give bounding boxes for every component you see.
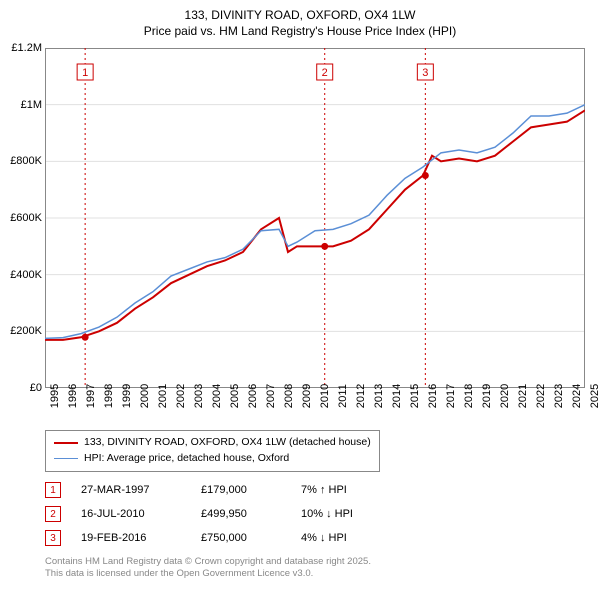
legend-item: 133, DIVINITY ROAD, OXFORD, OX4 1LW (det…	[54, 435, 371, 451]
x-tick-label: 2007	[265, 384, 277, 408]
x-tick-label: 2022	[535, 384, 547, 408]
x-tick-label: 2008	[283, 384, 295, 408]
x-tick-label: 2005	[229, 384, 241, 408]
line-chart: 1 2 3	[45, 48, 585, 388]
svg-text:3: 3	[422, 67, 428, 79]
svg-text:2: 2	[322, 67, 328, 79]
x-tick-label: 2011	[337, 384, 349, 408]
y-tick-label: £0	[30, 382, 42, 394]
sale-marker-box: 3	[45, 530, 61, 546]
x-tick-label: 2000	[139, 384, 151, 408]
sale-row: 2 16-JUL-2010 £499,950 10% ↓ HPI	[45, 502, 401, 526]
y-tick-label: £200K	[10, 325, 42, 337]
sale-row: 3 19-FEB-2016 £750,000 4% ↓ HPI	[45, 526, 401, 550]
sale-marker-box: 2	[45, 506, 61, 522]
x-tick-label: 2023	[553, 384, 565, 408]
sale-diff: 7% ↑ HPI	[301, 484, 401, 496]
sale-price: £750,000	[201, 532, 281, 544]
chart-title: 133, DIVINITY ROAD, OXFORD, OX4 1LW Pric…	[0, 0, 600, 39]
y-tick-label: £1.2M	[11, 42, 42, 54]
x-tick-label: 2010	[319, 384, 331, 408]
title-line-1: 133, DIVINITY ROAD, OXFORD, OX4 1LW	[0, 8, 600, 24]
y-tick-label: £800K	[10, 155, 42, 167]
y-tick-label: £1M	[21, 99, 42, 111]
x-tick-label: 1998	[103, 384, 115, 408]
x-tick-label: 2002	[175, 384, 187, 408]
sale-marker-box: 1	[45, 482, 61, 498]
sale-price: £499,950	[201, 508, 281, 520]
chart-svg: 1 2 3	[45, 48, 585, 388]
x-tick-label: 2013	[373, 384, 385, 408]
sale-row: 1 27-MAR-1997 £179,000 7% ↑ HPI	[45, 478, 401, 502]
x-tick-label: 2004	[211, 384, 223, 408]
x-tick-label: 2006	[247, 384, 259, 408]
sale-diff: 4% ↓ HPI	[301, 532, 401, 544]
y-tick-label: £600K	[10, 212, 42, 224]
x-tick-label: 1999	[121, 384, 133, 408]
x-tick-label: 2025	[589, 384, 600, 408]
legend-item: HPI: Average price, detached house, Oxfo…	[54, 451, 371, 467]
sale-date: 16-JUL-2010	[81, 508, 181, 520]
x-tick-label: 1997	[85, 384, 97, 408]
x-tick-label: 2012	[355, 384, 367, 408]
x-tick-label: 2015	[409, 384, 421, 408]
x-tick-label: 2020	[499, 384, 511, 408]
x-tick-label: 2017	[445, 384, 457, 408]
sales-table: 1 27-MAR-1997 £179,000 7% ↑ HPI 2 16-JUL-2010…	[45, 478, 401, 550]
footer-line-2: This data is licensed under the Open Gov…	[45, 568, 371, 580]
x-tick-label: 2003	[193, 384, 205, 408]
sale-diff: 10% ↓ HPI	[301, 508, 401, 520]
legend-swatch	[54, 458, 78, 459]
x-tick-label: 2024	[571, 384, 583, 408]
sale-date: 27-MAR-1997	[81, 484, 181, 496]
x-tick-label: 2001	[157, 384, 169, 408]
y-tick-label: £400K	[10, 269, 42, 281]
x-tick-label: 1995	[49, 384, 61, 408]
x-tick-label: 2018	[463, 384, 475, 408]
footer-line-1: Contains HM Land Registry data © Crown c…	[45, 556, 371, 568]
legend-label: 133, DIVINITY ROAD, OXFORD, OX4 1LW (det…	[84, 435, 371, 451]
footer-attribution: Contains HM Land Registry data © Crown c…	[45, 556, 371, 581]
title-line-2: Price paid vs. HM Land Registry's House …	[0, 24, 600, 40]
x-tick-label: 1996	[67, 384, 79, 408]
svg-text:1: 1	[82, 67, 88, 79]
x-tick-label: 2009	[301, 384, 313, 408]
sale-date: 19-FEB-2016	[81, 532, 181, 544]
legend-swatch	[54, 442, 78, 444]
sale-price: £179,000	[201, 484, 281, 496]
x-tick-label: 2014	[391, 384, 403, 408]
x-tick-label: 2019	[481, 384, 493, 408]
legend-label: HPI: Average price, detached house, Oxfo…	[84, 451, 289, 467]
legend: 133, DIVINITY ROAD, OXFORD, OX4 1LW (det…	[45, 430, 380, 472]
x-tick-label: 2016	[427, 384, 439, 408]
x-tick-label: 2021	[517, 384, 529, 408]
